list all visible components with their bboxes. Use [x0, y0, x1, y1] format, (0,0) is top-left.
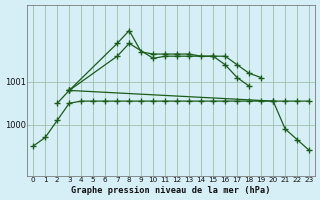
X-axis label: Graphe pression niveau de la mer (hPa): Graphe pression niveau de la mer (hPa) [71, 186, 271, 195]
